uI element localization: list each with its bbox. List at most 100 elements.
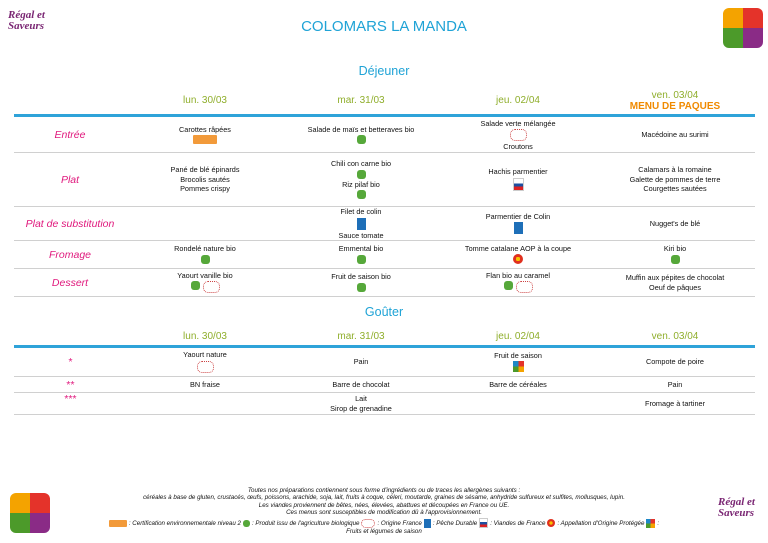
dish: Lait bbox=[355, 394, 367, 403]
logo-text: Régal et bbox=[8, 9, 45, 21]
logo-icon bbox=[723, 8, 763, 48]
dish: Courgettes sautées bbox=[643, 184, 707, 194]
icon bbox=[479, 518, 489, 528]
special: MENU DE PAQUES bbox=[629, 101, 721, 112]
cell: Rondelé nature bio bbox=[127, 241, 283, 268]
legend-text: Fruits et légumes de saison bbox=[346, 528, 422, 535]
cell: Tomme catalane AOP à la coupe bbox=[440, 241, 596, 268]
rule bbox=[14, 414, 755, 415]
row-label: ** bbox=[65, 378, 75, 391]
rule bbox=[14, 240, 755, 241]
legend: : Certification environnementale niveau … bbox=[0, 517, 768, 529]
icon bbox=[423, 518, 431, 528]
dish: Calamars à la romaine bbox=[638, 165, 712, 175]
rule bbox=[14, 268, 755, 269]
icon bbox=[515, 281, 533, 294]
dish: Nugget's de blé bbox=[649, 218, 701, 228]
cell: Barre de céréales bbox=[440, 377, 596, 392]
icon bbox=[512, 361, 524, 373]
cell: Fruit de saison bio bbox=[283, 269, 439, 296]
icon bbox=[356, 282, 366, 292]
cell: BN fraise bbox=[127, 377, 283, 392]
cell: Nugget's de blé bbox=[597, 207, 753, 240]
cell: Filet de colin Sauce tomate bbox=[283, 207, 439, 240]
row-label: Entrée bbox=[54, 129, 86, 141]
dish: Tomme catalane AOP à la coupe bbox=[464, 243, 572, 253]
cell: Lait Sirop de grenadine bbox=[283, 393, 439, 414]
cell: Chili con carne bio Riz pilaf bio bbox=[283, 153, 439, 206]
day: jeu. 02/04 bbox=[496, 95, 540, 106]
icon bbox=[509, 129, 527, 141]
cell: Salade verte mélangée Croutons bbox=[440, 118, 596, 152]
day: mar. 31/03 bbox=[337, 95, 385, 106]
dish: Oeuf de pâques bbox=[649, 282, 701, 292]
icon bbox=[200, 254, 210, 264]
title: COLOMARS LA MANDA bbox=[301, 18, 467, 35]
legend-text: : Viandes de France bbox=[490, 519, 546, 527]
cell: Pané de blé épinards Brocolis sautés Pomme… bbox=[127, 153, 283, 206]
cell: Carottes râpées bbox=[127, 118, 283, 152]
legend-text: : Produit issu de l'agriculture biologiq… bbox=[251, 519, 360, 527]
dish: Emmental bio bbox=[338, 244, 384, 254]
day: lun. 30/03 bbox=[183, 95, 227, 106]
rule bbox=[14, 206, 755, 207]
rule bbox=[14, 376, 755, 377]
section-title: Déjeuner bbox=[358, 64, 410, 78]
icon bbox=[356, 190, 366, 199]
row-label: Dessert bbox=[51, 276, 89, 289]
dish: Kiri bio bbox=[663, 244, 687, 254]
dish: Pommes crispy bbox=[180, 184, 230, 194]
icon bbox=[202, 281, 220, 294]
dish: Filet de colin bbox=[340, 207, 382, 216]
icon bbox=[547, 519, 556, 527]
cell: Barre de chocolat bbox=[283, 377, 439, 392]
logo-icon bbox=[10, 493, 50, 533]
logo-text: Saveurs bbox=[8, 20, 45, 32]
dish: Fruit de saison bbox=[494, 350, 542, 360]
icon bbox=[503, 281, 513, 291]
logo: Régal et Saveurs bbox=[8, 10, 45, 32]
icon bbox=[670, 254, 680, 264]
day: mar. 31/03 bbox=[337, 331, 385, 342]
cell: Macédoine au surimi bbox=[597, 118, 753, 152]
cell: Pain bbox=[283, 348, 439, 376]
dish: Yaourt vanille bio bbox=[177, 270, 233, 280]
footer-line: Les viandes proviennent de bêtes, nées, … bbox=[258, 501, 510, 509]
dish: Carottes râpées bbox=[179, 124, 231, 134]
day: ven. 03/04 MENU DE PAQUES bbox=[597, 90, 753, 112]
dish: Parmentier de Colin bbox=[485, 211, 551, 221]
icon bbox=[512, 177, 524, 191]
dish: Fromage à tartiner bbox=[644, 398, 706, 408]
cell: Yaourt vanille bio bbox=[127, 269, 283, 296]
rule bbox=[14, 114, 755, 117]
dish: Barre de céréales bbox=[489, 379, 547, 389]
icon bbox=[513, 222, 523, 235]
rule bbox=[14, 152, 755, 153]
dish: Sirop de grenadine bbox=[330, 403, 392, 413]
footer-line: Toutes nos préparations contiennent sous… bbox=[247, 487, 521, 494]
day: lun. 30/03 bbox=[183, 331, 227, 342]
cell: Fruit de saison bbox=[440, 348, 596, 376]
dish: Pain bbox=[353, 357, 369, 367]
dish: Pain bbox=[667, 379, 683, 389]
cell: Calamars à la romaine Galette de pommes d… bbox=[597, 153, 753, 206]
day: ven. 03/04 bbox=[651, 331, 699, 342]
legend-text: : bbox=[657, 519, 660, 527]
dish: Fruit de saison bio bbox=[331, 272, 391, 282]
icon bbox=[356, 135, 366, 145]
cell: Hachis parmentier bbox=[440, 153, 596, 206]
dish: BN fraise bbox=[189, 379, 220, 389]
footer: Toutes nos préparations contiennent sous… bbox=[0, 487, 768, 517]
dish: Galette de pommes de terre bbox=[629, 174, 721, 184]
dish: Hachis parmentier bbox=[488, 167, 548, 177]
dish: Rondelé nature bio bbox=[174, 244, 236, 254]
icon bbox=[361, 518, 376, 528]
cell: Emmental bio bbox=[283, 241, 439, 268]
icon bbox=[646, 518, 656, 528]
cell: Fromage à tartiner bbox=[597, 393, 753, 414]
cell: Compote de poire bbox=[597, 348, 753, 376]
section-title: Goûter bbox=[364, 305, 404, 319]
icon bbox=[356, 254, 366, 264]
cell: Kiri bio bbox=[597, 241, 753, 268]
